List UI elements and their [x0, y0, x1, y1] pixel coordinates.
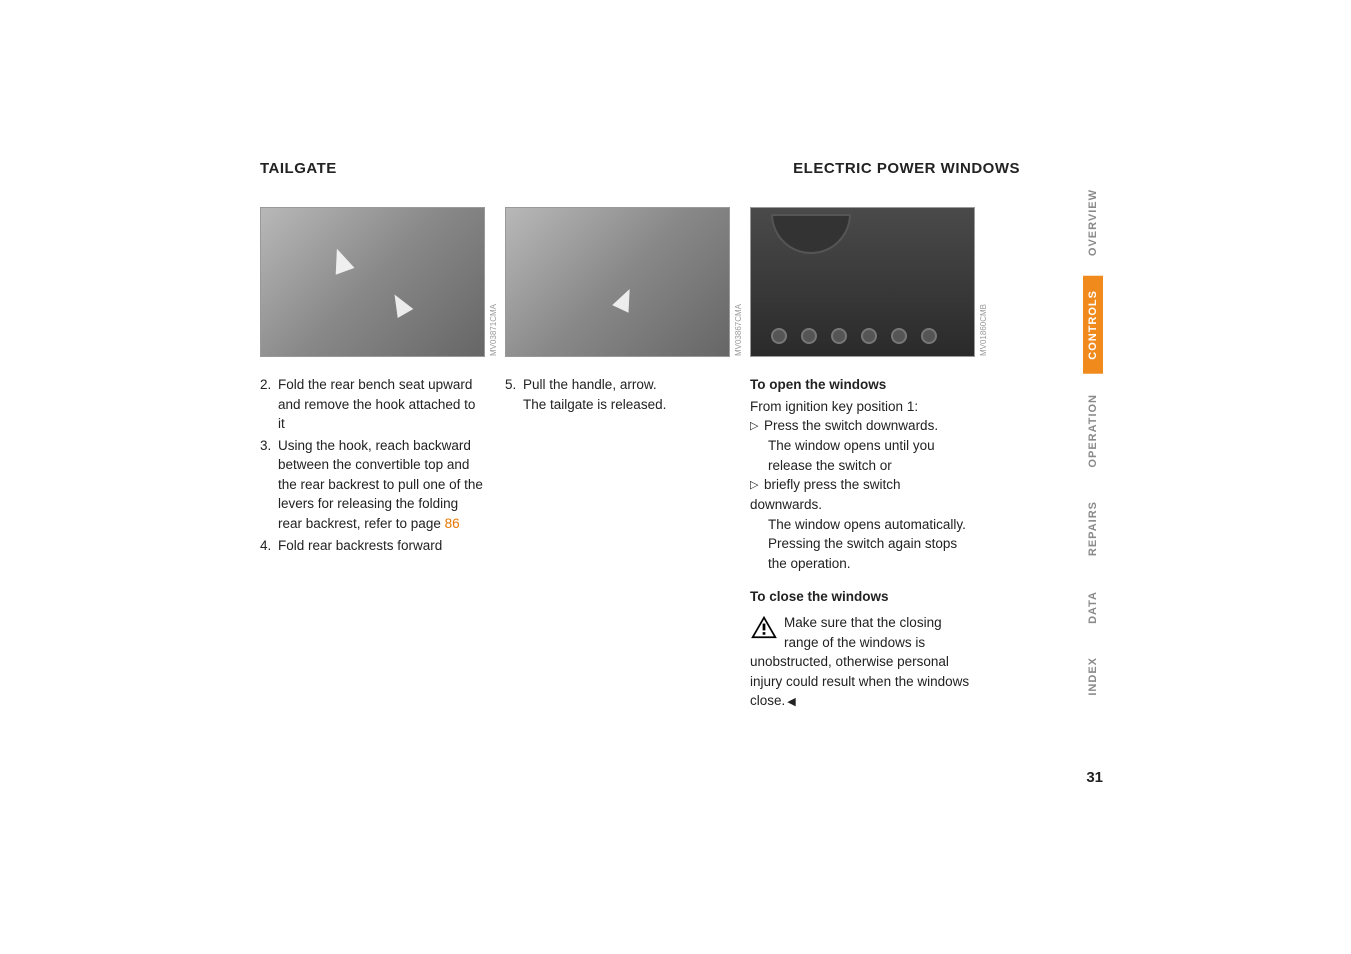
figure-code: MV01860CMB	[979, 304, 988, 356]
knob-icon	[831, 328, 847, 344]
step-text: Using the hook, reach backward between t…	[278, 436, 485, 534]
heading-power-windows: ELECTRIC POWER WINDOWS	[793, 160, 1020, 177]
tab-operation[interactable]: OPERATION	[1083, 380, 1103, 482]
figure-code: MV03871CMA	[489, 304, 498, 356]
arrow-icon	[327, 245, 354, 274]
step-number: 2.	[260, 375, 278, 434]
open-bullet-1-cont: The window opens until you release the s…	[750, 436, 975, 475]
step-number: 4.	[260, 536, 278, 556]
knob-icon	[801, 328, 817, 344]
triangle-bullet-icon	[750, 475, 764, 495]
tab-controls[interactable]: CONTROLS	[1083, 276, 1103, 374]
tab-data[interactable]: DATA	[1083, 577, 1103, 638]
triangle-bullet-icon	[750, 416, 764, 436]
knob-icon	[921, 328, 937, 344]
figure-dashboard-windows: MV01860CMB	[750, 207, 975, 357]
step-4: 4. Fold rear backrests forward	[260, 536, 485, 556]
tab-index[interactable]: INDEX	[1083, 643, 1103, 710]
step-text: Pull the handle, arrow. The tailgate is …	[523, 375, 666, 414]
page-content: TAILGATE ELECTRIC POWER WINDOWS MV03871C…	[260, 160, 1080, 711]
warning-block: Make sure that the closing range of the …	[750, 613, 975, 711]
column-1: 2. Fold the rear bench seat upward and r…	[260, 375, 485, 711]
warning-text: Make sure that the closing range of the …	[750, 615, 969, 708]
open-bullet-2-cont: The window opens automatically. Pressing…	[750, 515, 975, 574]
tab-overview[interactable]: OVERVIEW	[1083, 175, 1103, 270]
column-2: 5. Pull the handle, arrow. The tailgate …	[505, 375, 730, 711]
step-number: 5.	[505, 375, 523, 414]
column-3: To open the windows From ignition key po…	[750, 375, 975, 711]
subheading-open-windows: To open the windows	[750, 375, 975, 395]
tab-repairs[interactable]: REPAIRS	[1083, 487, 1103, 570]
step-3: 3. Using the hook, reach backward betwee…	[260, 436, 485, 534]
images-row: MV03871CMA MV03867CMA MV01860CMB	[260, 207, 1080, 357]
text-columns: 2. Fold the rear bench seat upward and r…	[260, 375, 1080, 711]
step-2: 2. Fold the rear bench seat upward and r…	[260, 375, 485, 434]
figure-tailgate-handle: MV03867CMA	[505, 207, 730, 357]
step-text: Fold rear backrests forward	[278, 536, 442, 556]
warning-icon	[750, 615, 778, 639]
step-5: 5. Pull the handle, arrow. The tailgate …	[505, 375, 730, 414]
arrow-icon	[612, 285, 638, 313]
figure-code: MV03867CMA	[734, 304, 743, 356]
knob-icon	[771, 328, 787, 344]
page-number: 31	[1086, 769, 1103, 786]
side-tabs: OVERVIEW CONTROLS OPERATION REPAIRS DATA…	[1083, 175, 1111, 716]
open-bullet-2: briefly press the switch downwards. The …	[750, 475, 975, 573]
knob-icon	[891, 328, 907, 344]
page-link[interactable]: 86	[445, 516, 460, 531]
knob-icon	[861, 328, 877, 344]
figure-seat-fold: MV03871CMA	[260, 207, 485, 357]
headings-row: TAILGATE ELECTRIC POWER WINDOWS	[260, 160, 1020, 177]
step-text: Fold the rear bench seat upward and remo…	[278, 375, 485, 434]
gauge-icon	[771, 214, 851, 254]
subheading-close-windows: To close the windows	[750, 587, 975, 607]
arrow-icon	[387, 290, 414, 318]
open-intro: From ignition key position 1:	[750, 397, 975, 417]
heading-tailgate: TAILGATE	[260, 160, 337, 177]
step-number: 3.	[260, 436, 278, 534]
open-bullet-1: Press the switch downwards. The window o…	[750, 416, 975, 475]
